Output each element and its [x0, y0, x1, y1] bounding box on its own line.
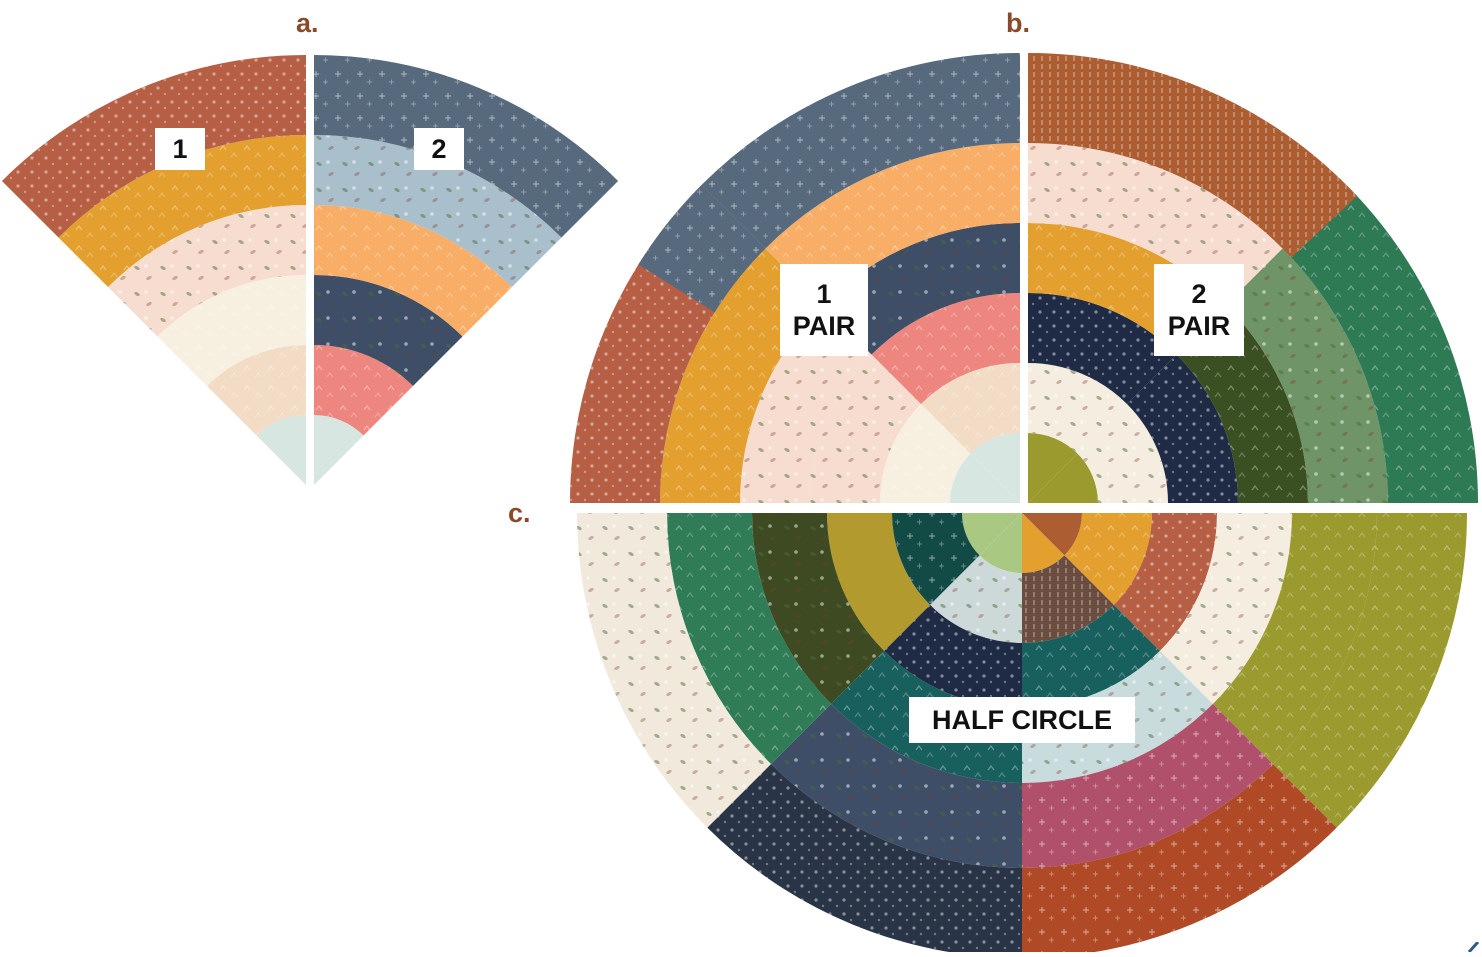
half-circle-segment-2-ring-1: [962, 513, 1022, 556]
pair-2-number: 2: [1191, 278, 1207, 309]
half-circle-segment-3-ring-1: [1022, 513, 1082, 556]
wedge-1-ring-6: [1, 55, 306, 238]
wedge-2-ring-1: [314, 415, 364, 485]
pair-2-left-ring-3: [1028, 293, 1177, 405]
wedge-2-label: 2: [414, 128, 464, 170]
pair-1-outer-blue-2: [638, 184, 766, 313]
separator-lines: [306, 50, 1482, 512]
wedge-1-ring-2: [207, 345, 306, 436]
half-circle-segment-1-ring-1: [979, 513, 1022, 573]
half-circle-segment-3-ring-3: [1113, 513, 1217, 651]
half-circle-segment-3-ring-6: [1273, 513, 1467, 828]
pair-1-right-ring-1: [970, 433, 1020, 503]
half-circle-segment-4-ring-2: [1022, 555, 1114, 643]
wedge-2-number: 2: [431, 133, 447, 164]
pair-2-right-ring-5: [1225, 248, 1388, 503]
corner-mark-icon: [1467, 942, 1480, 952]
wedge-2-ring-2: [314, 345, 413, 436]
half-circle-segment-1-ring-3: [884, 604, 1022, 708]
pair-2-right-ring-1: [1028, 453, 1098, 503]
pair-1-right-ring-2: [921, 362, 1020, 454]
pair-1-left-ring-3: [810, 354, 922, 503]
pair-2-left-ring-2: [1028, 363, 1127, 454]
pair-1-right-ring-4: [822, 223, 1020, 355]
wedge-2-ring-5: [314, 135, 562, 288]
half-circle-segment-4-ring-3: [1022, 604, 1160, 708]
wedge-2-ring-6: [314, 55, 619, 238]
pair-2-word: PAIR: [1167, 311, 1231, 341]
pair-1-left-ring-2: [880, 404, 971, 503]
half-circle-segment-1-ring-6: [707, 764, 1022, 957]
half-circle-segment-2-ring-4: [752, 513, 885, 704]
half-circle-segment-1-ring-2: [930, 555, 1022, 643]
pair-1-left-ring-1: [950, 453, 1020, 503]
half-circle-segment-4-ring-5: [1022, 703, 1274, 868]
wedge-2-ring-4: [314, 205, 512, 337]
pair-1-number: 1: [816, 278, 832, 309]
pair-2-right-ring-2: [1077, 404, 1168, 503]
half-circle-segment-3-ring-2: [1064, 513, 1152, 605]
step-label-a: a.: [296, 8, 319, 38]
wedge-2-ring-3: [314, 275, 463, 387]
half-circle-segment-1-ring-5: [770, 703, 1022, 868]
wedge-1-number: 1: [172, 133, 188, 164]
pair-2-left-ring-1: [1028, 433, 1078, 503]
half-circle-segment-2-ring-5: [667, 513, 832, 765]
pair-1-word: PAIR: [792, 311, 856, 341]
step-label-c: c.: [508, 498, 531, 528]
wedge-1-ring-5: [58, 135, 306, 288]
half-circle-segment-4-ring-6: [1022, 764, 1337, 957]
half-circle-segment-2-ring-3: [827, 513, 931, 651]
pair-1-outer-blue: [701, 53, 1020, 249]
pair-2-right-ring-3: [1126, 354, 1238, 503]
half-circle-segment-4-ring-1: [1022, 513, 1065, 573]
half-circle-segment-3-ring-5: [1212, 513, 1377, 765]
wedge-1-ring-4: [108, 205, 306, 337]
pair-2-outer-copper: [1028, 53, 1358, 258]
half-circle-segment-3-ring-4: [1159, 513, 1292, 704]
half-circle-segment-2-ring-2: [892, 513, 980, 605]
wedge-1-label: 1: [155, 128, 205, 170]
pair-1-label: 1 PAIR: [780, 264, 868, 356]
wedge-1-ring-3: [157, 275, 306, 387]
step-a-wedges: [1, 55, 619, 485]
pair-1-right-ring-3: [871, 293, 1020, 405]
half-circle-segment-2-ring-6: [577, 513, 771, 828]
half-circle-label: HALF CIRCLE: [909, 697, 1135, 743]
pair-2-right-ring-6: [1282, 184, 1478, 503]
wedge-1-ring-1: [256, 415, 306, 485]
pair-2-label: 2 PAIR: [1154, 264, 1244, 356]
step-label-b: b.: [1006, 8, 1030, 38]
half-circle-text: HALF CIRCLE: [932, 704, 1112, 735]
